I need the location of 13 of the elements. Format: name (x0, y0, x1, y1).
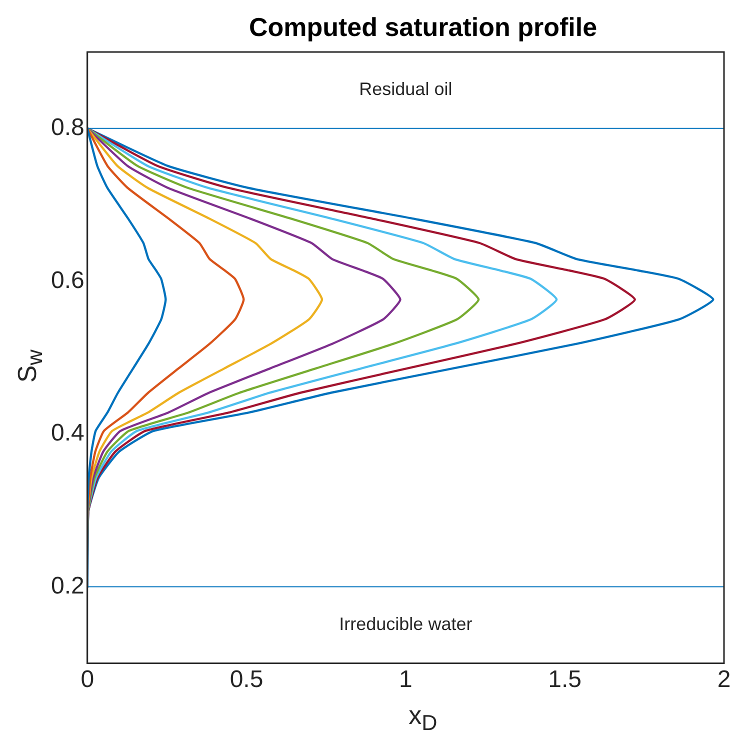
x-tick-label: 2 (717, 666, 731, 694)
x-tick-label: 0.5 (230, 666, 264, 694)
y-tick-label: 0.6 (50, 266, 84, 294)
annotation: Irreducible water (339, 614, 472, 634)
x-axis-title: x$_{D}$ (408, 700, 438, 736)
x-tick-label: 1 (399, 666, 412, 694)
chart-title: Computed saturation profile (248, 12, 598, 43)
x-tick-label: 0 (80, 666, 94, 694)
y-tick-label: 0.2 (50, 572, 84, 600)
annotation: Residual oil (359, 78, 452, 99)
y-tick-label: 0.4 (50, 420, 84, 447)
y-tick-label: 0.8 (50, 114, 84, 142)
x-tick-label: 1.5 (548, 666, 582, 694)
